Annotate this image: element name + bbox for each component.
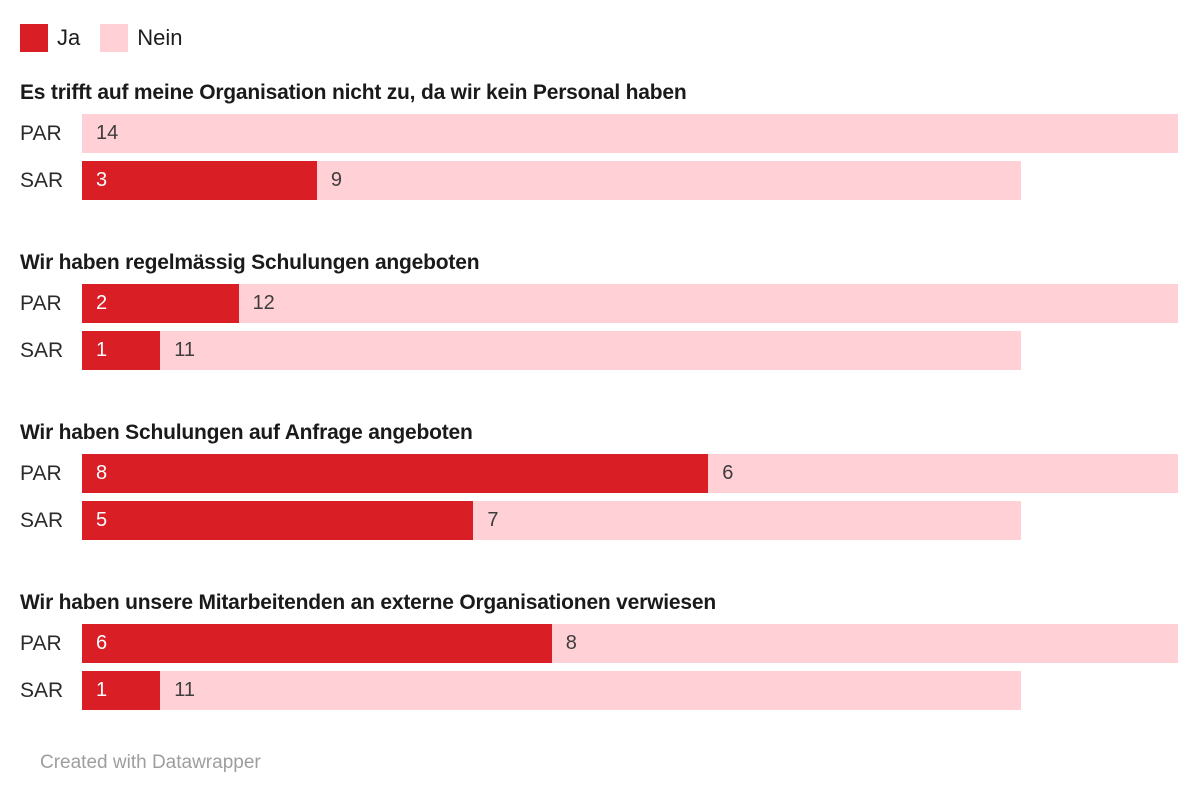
bar-track: 1 11 bbox=[82, 331, 1178, 370]
group-title: Wir haben regelmässig Schulungen angebot… bbox=[20, 251, 480, 274]
bar-row: PAR 8 6 bbox=[20, 454, 1178, 493]
bar-track: 14 bbox=[82, 114, 1178, 153]
bar-segment-nein: 9 bbox=[316, 161, 1022, 200]
row-label: PAR bbox=[20, 632, 62, 655]
row-label: SAR bbox=[20, 679, 64, 702]
bar-group: Wir haben unsere Mitarbeitenden an exter… bbox=[20, 592, 1178, 710]
bar-row: PAR 14 bbox=[20, 114, 1178, 153]
bar-segment-nein: 11 bbox=[160, 671, 1022, 710]
group-title: Es trifft auf meine Organisation nicht z… bbox=[20, 81, 687, 104]
bar-group: Es trifft auf meine Organisation nicht z… bbox=[20, 82, 1178, 200]
group-title: Wir haben Schulungen auf Anfrage angebot… bbox=[20, 421, 473, 444]
legend-swatch-ja bbox=[20, 24, 48, 52]
bar-segment-ja: 1 bbox=[82, 671, 161, 710]
row-label: SAR bbox=[20, 509, 64, 532]
legend-swatch-nein bbox=[100, 24, 129, 52]
bar-segment-ja: 3 bbox=[82, 161, 317, 200]
bar-segment-ja: 2 bbox=[82, 284, 239, 323]
bar-row: SAR 1 11 bbox=[20, 671, 1178, 710]
bar-segment-nein: 6 bbox=[708, 454, 1178, 493]
bar-segment-ja: 6 bbox=[82, 624, 552, 663]
group-title: Wir haben unsere Mitarbeitenden an exter… bbox=[20, 591, 716, 614]
bar-segment-nein: 12 bbox=[238, 284, 1178, 323]
bar-row: SAR 1 11 bbox=[20, 331, 1178, 370]
datawrapper-attribution[interactable]: Created with Datawrapper bbox=[40, 752, 261, 773]
bar-track: 1 11 bbox=[82, 671, 1178, 710]
bar-track: 2 12 bbox=[82, 284, 1178, 323]
row-label: SAR bbox=[20, 339, 64, 362]
row-label: PAR bbox=[20, 292, 62, 315]
bar-segment-nein: 11 bbox=[160, 331, 1022, 370]
bar-segment-nein: 8 bbox=[551, 624, 1178, 663]
legend-label-ja: Ja bbox=[57, 25, 81, 50]
bar-segment-ja: 5 bbox=[82, 501, 474, 540]
bar-row: SAR 5 7 bbox=[20, 501, 1178, 540]
bar-segment-ja: 8 bbox=[82, 454, 709, 493]
legend-item-nein: Nein bbox=[100, 24, 183, 52]
bar-row: PAR 6 8 bbox=[20, 624, 1178, 663]
chart: Ja Nein Es trifft auf meine Organisation… bbox=[20, 24, 1178, 773]
bar-segment-nein: 7 bbox=[473, 501, 1022, 540]
bar-row: PAR 2 12 bbox=[20, 284, 1178, 323]
legend-label-nein: Nein bbox=[137, 25, 183, 50]
bar-group: Wir haben regelmässig Schulungen angebot… bbox=[20, 252, 1178, 370]
chart-groups: Es trifft auf meine Organisation nicht z… bbox=[20, 82, 1178, 710]
row-label: PAR bbox=[20, 122, 62, 145]
bar-segment-nein: 14 bbox=[82, 114, 1178, 153]
legend-item-ja: Ja bbox=[20, 24, 80, 52]
bar-segment-ja: 1 bbox=[82, 331, 161, 370]
bar-row: SAR 3 9 bbox=[20, 161, 1178, 200]
row-label: SAR bbox=[20, 169, 64, 192]
legend: Ja Nein bbox=[20, 24, 1178, 52]
row-label: PAR bbox=[20, 462, 62, 485]
bar-group: Wir haben Schulungen auf Anfrage angebot… bbox=[20, 422, 1178, 540]
